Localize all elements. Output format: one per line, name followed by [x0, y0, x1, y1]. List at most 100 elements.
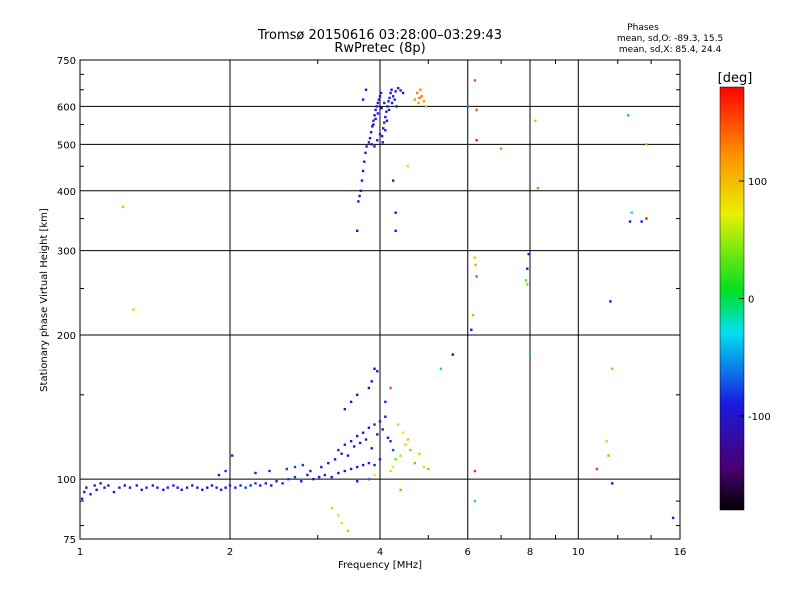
data-point — [367, 461, 371, 465]
data-point — [376, 101, 380, 105]
data-point — [361, 463, 365, 467]
x-tick-label: 8 — [527, 547, 533, 558]
data-point — [317, 475, 321, 479]
data-point — [385, 119, 389, 122]
data-point — [527, 252, 530, 256]
data-point — [340, 521, 343, 525]
data-point — [393, 98, 396, 101]
data-point — [371, 125, 374, 128]
data-point — [118, 486, 121, 489]
data-point — [387, 108, 391, 112]
axis-ticks: 1 2 4 6 8 10 16 75 100 200 300 400 500 600 750 — [57, 56, 686, 558]
data-point — [95, 488, 98, 492]
data-point — [224, 486, 227, 489]
data-point — [394, 229, 397, 232]
x-tick-label: 6 — [465, 547, 471, 558]
colorbar-tick-label: 100 — [748, 177, 767, 188]
data-point — [390, 88, 393, 91]
data-point — [358, 194, 361, 198]
data-point — [427, 467, 430, 471]
data-point — [301, 463, 305, 467]
data-point — [349, 440, 353, 443]
data-point — [420, 95, 423, 98]
data-point — [611, 482, 614, 485]
data-point — [528, 353, 532, 356]
y-tick-label: 300 — [57, 247, 76, 258]
data-point — [399, 89, 402, 92]
data-point — [373, 473, 376, 477]
data-point — [287, 477, 290, 481]
data-point — [128, 486, 132, 489]
data-point — [132, 308, 135, 311]
data-point — [370, 380, 373, 383]
data-point — [355, 434, 359, 438]
data-point — [300, 480, 303, 483]
x-axis-label: Frequency [MHz] — [338, 560, 422, 571]
data-point — [386, 105, 389, 108]
y-tick-label: 500 — [57, 140, 76, 151]
data-point — [399, 488, 402, 492]
data-point — [536, 186, 540, 190]
data-point — [418, 96, 421, 100]
data-point — [413, 98, 417, 101]
data-point — [387, 100, 390, 103]
y-tick-label: 750 — [57, 56, 76, 67]
data-point — [357, 200, 360, 203]
data-point — [140, 488, 143, 492]
stats-o-line: mean, sd,O: -89.3, 15.5 — [617, 34, 723, 44]
data-point — [309, 469, 312, 473]
data-point — [470, 328, 473, 332]
x-tick-label: 1 — [77, 547, 83, 558]
data-point — [89, 493, 92, 496]
data-point — [361, 431, 365, 434]
data-point — [285, 467, 288, 471]
data-point — [107, 484, 110, 487]
data-point — [367, 477, 371, 481]
data-point — [358, 441, 362, 445]
data-point — [376, 370, 379, 373]
data-point — [389, 91, 392, 95]
data-point — [372, 119, 375, 122]
data-point — [201, 488, 204, 492]
data-point — [372, 123, 375, 126]
data-point — [373, 367, 376, 370]
data-point — [365, 145, 368, 148]
data-point — [234, 486, 237, 489]
x-tick-label: 4 — [377, 547, 383, 558]
data-point — [369, 131, 373, 134]
data-point — [230, 454, 234, 457]
data-point — [595, 467, 599, 471]
data-point — [473, 256, 477, 259]
data-point — [359, 189, 362, 192]
data-point — [391, 179, 395, 182]
data-point — [526, 267, 529, 270]
data-point — [381, 141, 384, 144]
data-point — [254, 471, 257, 475]
data-point — [244, 486, 247, 489]
data-point — [605, 440, 608, 443]
data-point — [364, 88, 368, 91]
data-point — [466, 105, 469, 108]
data-point — [306, 473, 309, 477]
data-point — [671, 516, 675, 520]
data-point — [176, 486, 179, 489]
data-point — [337, 471, 340, 475]
data-point — [378, 132, 382, 136]
data-point — [474, 263, 477, 267]
data-point — [80, 497, 84, 500]
data-point — [391, 448, 395, 452]
data-point — [330, 475, 333, 479]
data-point — [475, 139, 478, 142]
data-point — [349, 400, 353, 404]
data-point — [475, 108, 478, 112]
y-tick-label: 75 — [63, 535, 76, 546]
data-point — [219, 488, 223, 492]
data-point — [361, 98, 365, 101]
data-point — [389, 440, 392, 443]
data-point — [346, 454, 350, 457]
data-point — [396, 86, 400, 90]
data-point — [417, 101, 420, 105]
colorbar-tick-label: -100 — [748, 412, 771, 423]
data-point — [378, 458, 382, 461]
data-point — [340, 452, 343, 455]
